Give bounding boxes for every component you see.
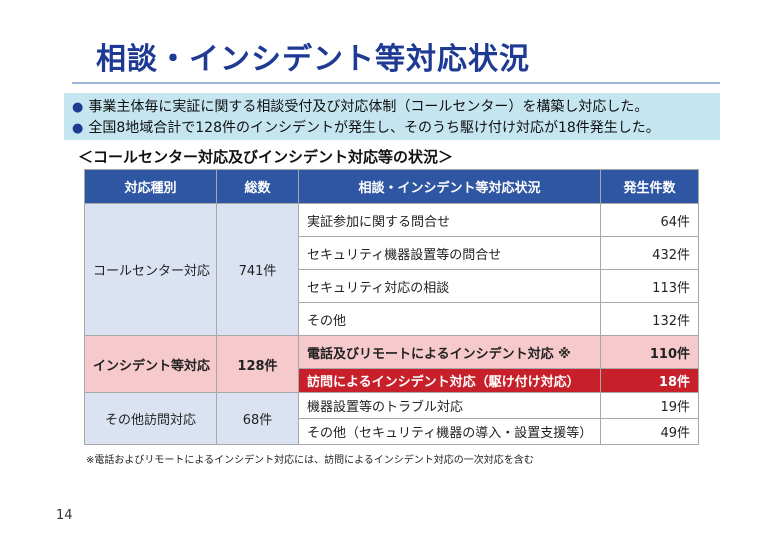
type-cell-callcenter: コールセンター対応 bbox=[84, 203, 217, 336]
status-cell: その他 bbox=[298, 302, 601, 336]
footnote: ※電話およびリモートによるインシデント対応には、訪問によるインシデント対応の一次… bbox=[86, 455, 534, 466]
status-cell: セキュリティ機器設置等の問合せ bbox=[298, 236, 601, 270]
status-cell: 実証参加に関する問合せ bbox=[298, 203, 601, 237]
table-row: その他 132件 bbox=[85, 302, 699, 336]
summary-bullet-1: ● 事業主体毎に実証に関する相談受付及び対応体制（コールセンター）を構築し対応した… bbox=[72, 96, 648, 116]
summary-bullet-text: 全国8地域合計で128件のインシデントが発生し、そのうち駆け付け対応が18件発生… bbox=[88, 120, 660, 136]
total-cell-incident: 128件 bbox=[216, 335, 299, 393]
bullet-dot-icon: ● bbox=[72, 100, 84, 115]
summary-bullet-text: 事業主体毎に実証に関する相談受付及び対応体制（コールセンター）を構築し対応した。 bbox=[88, 99, 649, 115]
summary-box: ● 事業主体毎に実証に関する相談受付及び対応体制（コールセンター）を構築し対応した… bbox=[64, 93, 720, 140]
header-count: 発生件数 bbox=[600, 169, 699, 204]
status-table: 対応種別 総数 相談・インシデント等対応状況 発生件数 コールセンター対応 74… bbox=[84, 169, 699, 445]
status-cell: 電話及びリモートによるインシデント対応 ※ bbox=[298, 335, 601, 369]
header-total: 総数 bbox=[216, 169, 299, 204]
table-row: インシデント等対応 128件 電話及びリモートによるインシデント対応 ※ 110… bbox=[84, 335, 699, 393]
count-cell: 110件 bbox=[600, 335, 699, 369]
table-row-highlight: 訪問によるインシデント対応（駆け付け対応） 18件 bbox=[85, 368, 699, 393]
status-cell: 訪問によるインシデント対応（駆け付け対応） bbox=[298, 368, 601, 393]
table-row: セキュリティ機器設置等の問合せ 432件 bbox=[85, 236, 699, 270]
table-row: コールセンター対応 741件 実証参加に関する問合せ 64件 bbox=[84, 203, 699, 336]
title-divider bbox=[72, 82, 720, 84]
status-cell: セキュリティ対応の相談 bbox=[298, 269, 601, 303]
count-cell: 132件 bbox=[600, 302, 699, 336]
page-number: 14 bbox=[56, 508, 73, 523]
type-cell-incident: インシデント等対応 bbox=[84, 335, 217, 393]
total-cell-other-visit: 68件 bbox=[216, 392, 299, 445]
table-row: その他（セキュリティ機器の導入・設置支援等） 49件 bbox=[85, 418, 699, 445]
status-cell: 機器設置等のトラブル対応 bbox=[298, 392, 601, 419]
table-subheading: ＜コールセンター対応及びインシデント対応等の状況＞ bbox=[78, 148, 454, 166]
count-cell: 64件 bbox=[600, 203, 699, 237]
count-cell: 19件 bbox=[600, 392, 699, 419]
count-cell: 49件 bbox=[600, 418, 699, 445]
bullet-dot-icon: ● bbox=[72, 121, 84, 136]
total-cell-callcenter: 741件 bbox=[216, 203, 299, 336]
header-status: 相談・インシデント等対応状況 bbox=[298, 169, 601, 204]
count-cell: 18件 bbox=[600, 368, 699, 393]
status-cell: その他（セキュリティ機器の導入・設置支援等） bbox=[298, 418, 601, 445]
table-header-row: 対応種別 総数 相談・インシデント等対応状況 発生件数 bbox=[84, 169, 699, 204]
table-row: その他訪問対応 68件 機器設置等のトラブル対応 19件 bbox=[84, 392, 699, 445]
count-cell: 113件 bbox=[600, 269, 699, 303]
type-cell-other-visit: その他訪問対応 bbox=[84, 392, 217, 445]
page-title: 相談・インシデント等対応状況 bbox=[96, 42, 530, 77]
summary-bullet-2: ● 全国8地域合計で128件のインシデントが発生し、そのうち駆け付け対応が18件発… bbox=[72, 117, 660, 137]
header-type: 対応種別 bbox=[84, 169, 217, 204]
count-cell: 432件 bbox=[600, 236, 699, 270]
